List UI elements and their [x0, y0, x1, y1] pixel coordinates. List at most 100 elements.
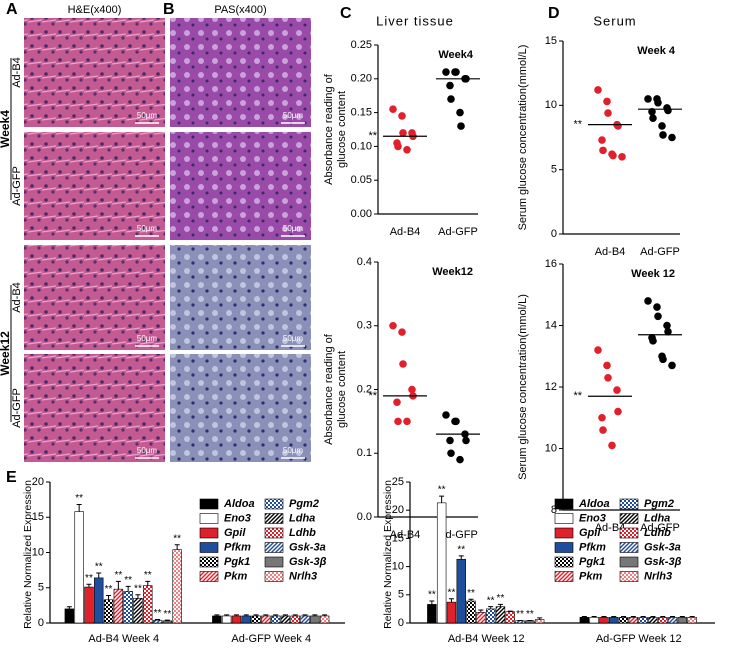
- legend-swatch: [200, 514, 218, 524]
- panel-label: B: [163, 1, 175, 18]
- y-tick-label: 15: [545, 35, 557, 47]
- bar: [310, 616, 319, 623]
- legend-label: Pfkm: [579, 541, 606, 553]
- panel-label: D: [548, 5, 560, 22]
- bar: [281, 616, 290, 623]
- error-bar: [508, 611, 513, 612]
- data-point: [613, 386, 621, 394]
- error-bar: [488, 607, 493, 609]
- error-bar: [449, 599, 454, 602]
- significance: **: [95, 562, 103, 573]
- x-tick-label: Ad-B4: [390, 226, 421, 238]
- y-tick-label: 0.3: [357, 320, 372, 332]
- data-point: [398, 328, 406, 336]
- legend-label: Pgk1: [224, 556, 250, 568]
- legend-label: Pkm: [224, 570, 247, 582]
- legend-swatch: [265, 499, 283, 509]
- y-axis-label: Relative Normalized Expression: [382, 480, 394, 629]
- x-tick-label: Ad-B4 Week 12: [448, 633, 525, 645]
- bar: [301, 616, 310, 623]
- y-axis-label: Absorbance reading of: [323, 73, 335, 185]
- bar: [427, 604, 436, 623]
- legend-label: Ldha: [289, 512, 315, 524]
- data-point: [603, 362, 611, 370]
- legend-swatch: [200, 528, 218, 538]
- legend-label: Pgk1: [579, 556, 605, 568]
- bar: [619, 617, 628, 623]
- error-bar: [439, 496, 444, 503]
- legend-label: Ldha: [644, 512, 670, 524]
- data-point: [599, 426, 607, 434]
- y-tick-label: 0.05: [351, 174, 372, 186]
- panel-label: A: [6, 1, 18, 18]
- error-bar: [116, 581, 121, 589]
- data-point: [398, 112, 406, 120]
- data-point: [446, 437, 454, 445]
- data-point: [649, 114, 657, 122]
- significance: **: [516, 609, 524, 620]
- bar: [457, 559, 466, 623]
- bar: [629, 617, 638, 623]
- legend-swatch: [620, 572, 638, 582]
- y-tick-label: 0.15: [351, 107, 372, 119]
- bar: [516, 621, 525, 623]
- bar: [320, 616, 329, 623]
- bar: [506, 612, 515, 623]
- error-bar: [86, 584, 91, 587]
- legend-swatch: [200, 499, 218, 509]
- legend-swatch: [620, 557, 638, 567]
- data-point: [452, 418, 460, 426]
- data-point: [608, 442, 616, 450]
- bar: [580, 617, 589, 623]
- y-tick-label: 10: [545, 99, 557, 111]
- y-tick-label: 12: [545, 381, 557, 393]
- data-point: [457, 122, 465, 130]
- y-axis-label: glucose content: [336, 351, 348, 428]
- week-label: Week12: [0, 331, 12, 376]
- legend-swatch: [555, 514, 573, 524]
- bar: [639, 617, 648, 623]
- data-point: [456, 456, 464, 464]
- error-bar: [106, 596, 111, 600]
- bar: [212, 616, 221, 623]
- row-label: Ad-GFP: [11, 388, 23, 428]
- y-tick-label: 0.25: [351, 39, 372, 51]
- y-tick-label: 16: [545, 258, 557, 270]
- data-point: [447, 449, 455, 457]
- legend-label: Ldhb: [289, 527, 316, 539]
- legend-label: Pfkm: [224, 541, 251, 553]
- bar: [600, 617, 609, 623]
- legend-swatch: [265, 543, 283, 553]
- y-tick-label: 5: [38, 582, 44, 594]
- significance: **: [114, 570, 122, 581]
- panel-label: E: [6, 469, 17, 486]
- bar: [447, 602, 456, 623]
- legend-label: Gsk-3β: [289, 556, 327, 568]
- chart-annotation: Week 4: [637, 45, 676, 57]
- y-tick-label: 0.4: [357, 256, 372, 268]
- legend-label: Gsk-3a: [644, 541, 681, 553]
- bar: [476, 612, 485, 623]
- significance: **: [144, 570, 152, 581]
- x-tick-label: Ad-B4: [595, 246, 626, 258]
- error-bar: [67, 607, 72, 609]
- data-point: [653, 303, 661, 311]
- y-tick-label: 0: [551, 228, 557, 240]
- x-tick-label: Ad-GFP Week 4: [231, 633, 311, 645]
- x-tick-label: Ad-GFP: [438, 226, 478, 238]
- data-point: [446, 82, 454, 90]
- legend-swatch: [555, 499, 573, 509]
- error-bar: [175, 545, 180, 550]
- significance: **: [487, 595, 495, 606]
- chart-annotation: Week12: [432, 266, 473, 278]
- significance: **: [467, 588, 475, 599]
- significance: **: [105, 584, 113, 595]
- y-tick-label: 0.00: [351, 208, 372, 220]
- bar: [124, 591, 133, 623]
- bar: [590, 617, 599, 623]
- data-point: [452, 68, 460, 76]
- bar: [467, 601, 476, 623]
- data-point: [654, 99, 662, 107]
- legend-label: Gpil: [579, 527, 601, 539]
